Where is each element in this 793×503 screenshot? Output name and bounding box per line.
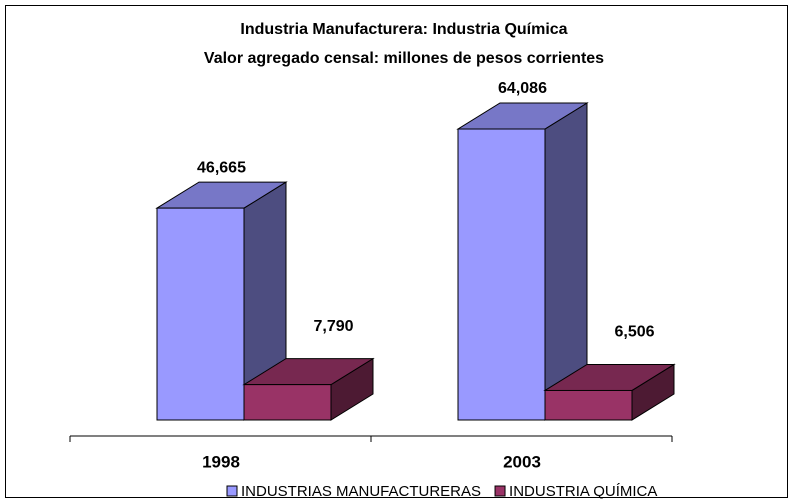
legend-swatch xyxy=(494,485,506,497)
bar xyxy=(243,384,332,421)
legend-label: INDUSTRIA QUÍMICA xyxy=(509,483,657,500)
data-label: 46,665 xyxy=(197,159,246,176)
x-tick-label: 2003 xyxy=(503,452,541,471)
legend-swatch xyxy=(226,485,238,497)
chart-frame xyxy=(5,5,788,498)
bar xyxy=(544,389,633,421)
data-label: 7,790 xyxy=(313,318,353,335)
chart-subtitle: Valor agregado censal: millones de pesos… xyxy=(204,50,604,67)
bar xyxy=(457,128,546,421)
chart-title: Industria Manufacturera: Industria Quími… xyxy=(240,21,567,38)
legend-label: INDUSTRIAS MANUFACTURERAS xyxy=(241,483,481,500)
data-label: 6,506 xyxy=(614,324,654,341)
x-tick-label: 1998 xyxy=(202,452,240,471)
bar xyxy=(156,207,245,421)
data-label: 64,086 xyxy=(498,80,547,97)
